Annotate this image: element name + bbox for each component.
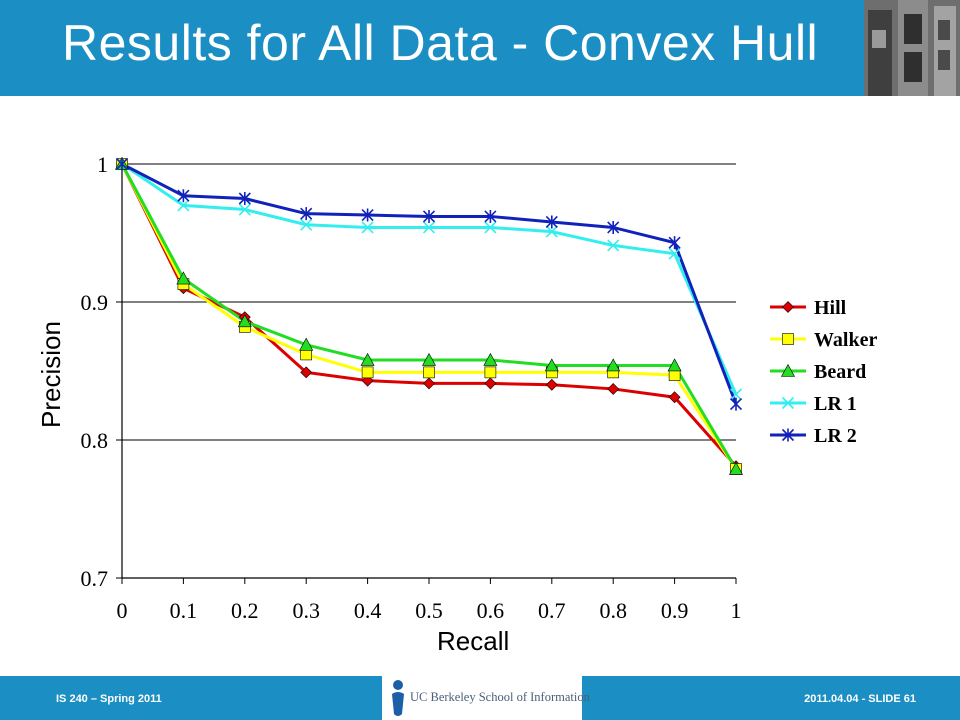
point-lr-2 — [300, 207, 313, 221]
point-lr-1 — [607, 239, 620, 252]
point-beard — [299, 337, 314, 351]
x-tick-label: 0.8 — [599, 598, 627, 623]
x-tick-label: 0.6 — [477, 598, 505, 623]
point-walker — [423, 366, 435, 379]
point-lr-2 — [361, 208, 374, 222]
point-lr-1 — [484, 221, 497, 234]
point-beard — [606, 358, 621, 372]
point-hill — [300, 366, 313, 379]
legend-label-lr-1: LR 1 — [814, 393, 857, 415]
y-tick-label: 0.7 — [81, 566, 109, 591]
point-lr-2 — [545, 215, 558, 229]
school-logo — [382, 676, 582, 720]
point-beard — [667, 358, 682, 372]
point-lr-1 — [545, 225, 558, 238]
x-tick-label: 0.7 — [538, 598, 566, 623]
legend-label-lr-2: LR 2 — [814, 425, 857, 447]
point-lr-2 — [729, 397, 743, 411]
point-beard — [360, 352, 375, 366]
point-hill — [668, 391, 681, 404]
slide-number: 2011.04.04 - SLIDE 61 — [804, 693, 916, 705]
x-axis-label: Recall — [437, 626, 510, 656]
y-tick-label: 0.8 — [81, 428, 109, 453]
school-name: UC Berkeley School of Information — [410, 690, 590, 704]
point-lr-2 — [484, 209, 497, 223]
x-tick-label: 1 — [731, 598, 742, 623]
x-tick-label: 0 — [117, 598, 128, 623]
point-lr-1 — [177, 199, 190, 212]
point-lr-2 — [238, 192, 251, 205]
point-beard — [237, 314, 252, 328]
point-hill — [607, 383, 620, 395]
point-lr-1 — [729, 388, 743, 401]
x-tick-label: 0.5 — [415, 598, 443, 623]
legend-label-walker: Walker — [814, 329, 877, 351]
x-tick-label: 0.4 — [354, 598, 382, 623]
point-walker — [484, 366, 497, 379]
point-lr-1 — [300, 218, 313, 231]
y-axis-label: Precision — [36, 321, 66, 428]
legend-marker-lr-2 — [781, 428, 795, 442]
point-hill — [484, 377, 497, 390]
point-lr-2 — [607, 220, 620, 234]
point-lr-1 — [361, 221, 374, 234]
point-lr-1 — [238, 203, 251, 216]
point-hill — [545, 378, 558, 391]
point-lr-2 — [115, 157, 129, 171]
slide-title: Results for All Data - Convex Hull — [62, 15, 819, 71]
point-beard — [728, 461, 744, 475]
x-tick-label: 0.9 — [661, 598, 689, 623]
legend-label-hill: Hill — [814, 297, 847, 319]
title-bar — [0, 0, 864, 96]
building-photo — [864, 0, 960, 96]
legend-label-beard: Beard — [814, 361, 866, 383]
legend-marker-lr-1 — [781, 396, 795, 410]
point-lr-2 — [422, 209, 436, 223]
y-tick-label: 0.9 — [81, 290, 109, 315]
legend-marker-walker — [782, 333, 794, 345]
y-tick-label: 1 — [97, 152, 108, 177]
series-line-walker — [120, 163, 738, 470]
course-label: IS 240 – Spring 2011 — [56, 693, 162, 705]
x-tick-label: 0.1 — [170, 598, 198, 623]
legend-marker-beard — [780, 363, 796, 377]
series-line-hill — [120, 163, 738, 468]
point-lr-2 — [668, 236, 681, 250]
point-walker — [668, 369, 681, 381]
point-beard — [176, 271, 191, 285]
point-hill — [423, 377, 435, 390]
point-walker — [361, 366, 374, 379]
point-lr-1 — [668, 247, 681, 260]
point-walker — [300, 348, 313, 361]
point-beard — [421, 352, 437, 366]
series-line-beard — [120, 163, 738, 470]
x-tick-label: 0.2 — [231, 598, 259, 623]
i-logo-icon — [392, 680, 404, 716]
point-lr-2 — [177, 189, 190, 203]
point-beard — [483, 352, 498, 366]
point-beard — [544, 358, 559, 372]
point-lr-1 — [422, 221, 436, 234]
x-tick-label: 0.3 — [292, 598, 320, 623]
legend-marker-hill — [782, 301, 794, 313]
